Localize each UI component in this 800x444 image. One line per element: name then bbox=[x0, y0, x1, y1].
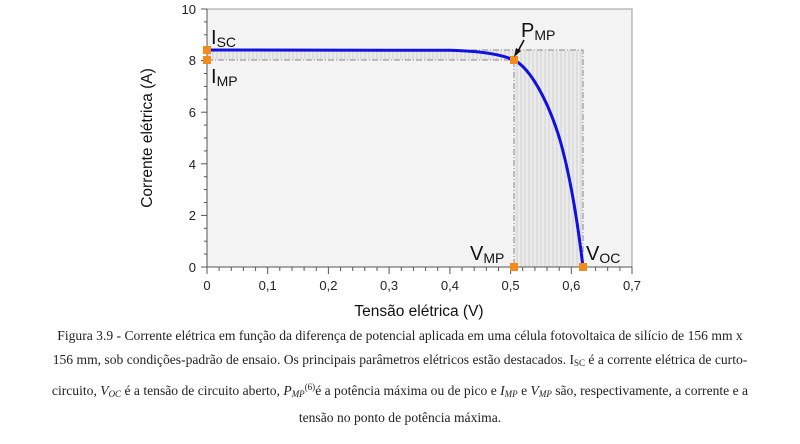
svg-text:0,7: 0,7 bbox=[623, 278, 641, 293]
voc-marker bbox=[579, 263, 587, 271]
caption-line-4: tensão no ponto de potência máxima. bbox=[298, 410, 502, 425]
svg-text:0,6: 0,6 bbox=[562, 278, 580, 293]
svg-text:10: 10 bbox=[182, 2, 196, 17]
mpp-guide-lines bbox=[207, 59, 515, 267]
svg-text:4: 4 bbox=[189, 157, 196, 172]
imp-label: IMP bbox=[211, 66, 238, 89]
pmp-label: PMP bbox=[521, 20, 555, 43]
caption-line-2: 156 mm, sob condições-padrão de ensaio. … bbox=[52, 352, 748, 368]
svg-text:0,5: 0,5 bbox=[502, 278, 520, 293]
svg-text:8: 8 bbox=[189, 53, 196, 68]
svg-text:0: 0 bbox=[189, 260, 196, 275]
key-point-markers bbox=[203, 46, 587, 271]
x-tick-labels: 0 0,1 0,2 0,3 0,4 0,5 0,6 0,7 bbox=[203, 278, 641, 293]
voc-label: VOC bbox=[586, 243, 620, 266]
iv-curve-chart: 10 8 6 4 2 0 0 0,1 0,2 0,3 0,4 0,5 0,6 0… bbox=[139, 2, 641, 320]
isc-label: ISC bbox=[211, 27, 236, 50]
imp-marker bbox=[203, 56, 211, 64]
svg-text:2: 2 bbox=[189, 208, 196, 223]
svg-text:6: 6 bbox=[189, 105, 196, 120]
figure-caption: Figura 3.9 - Corrente elétrica em função… bbox=[0, 324, 800, 430]
caption-line-1: Figura 3.9 - Corrente elétrica em função… bbox=[57, 328, 743, 343]
pmp-marker bbox=[510, 56, 518, 64]
svg-text:0,4: 0,4 bbox=[441, 278, 459, 293]
svg-text:0,1: 0,1 bbox=[259, 278, 277, 293]
svg-text:0,2: 0,2 bbox=[319, 278, 337, 293]
svg-text:0,3: 0,3 bbox=[380, 278, 398, 293]
y-tick-labels: 10 8 6 4 2 0 bbox=[182, 2, 196, 275]
x-axis-title: Tensão elétrica (V) bbox=[354, 303, 483, 320]
iv-curve-line bbox=[206, 48, 585, 268]
vmp-marker bbox=[510, 263, 518, 271]
vmp-label: VMP bbox=[470, 243, 504, 266]
isc-marker bbox=[203, 46, 211, 54]
caption-line-3: circuito, VOC é a tensão de circuito abe… bbox=[51, 382, 749, 399]
y-axis-title: Corrente elétrica (A) bbox=[139, 68, 156, 208]
pmp-arrow bbox=[514, 39, 525, 57]
hatch-region-top bbox=[207, 50, 514, 60]
svg-text:0: 0 bbox=[203, 278, 210, 293]
x-axis bbox=[206, 266, 633, 274]
hatch-region-right bbox=[514, 50, 583, 267]
